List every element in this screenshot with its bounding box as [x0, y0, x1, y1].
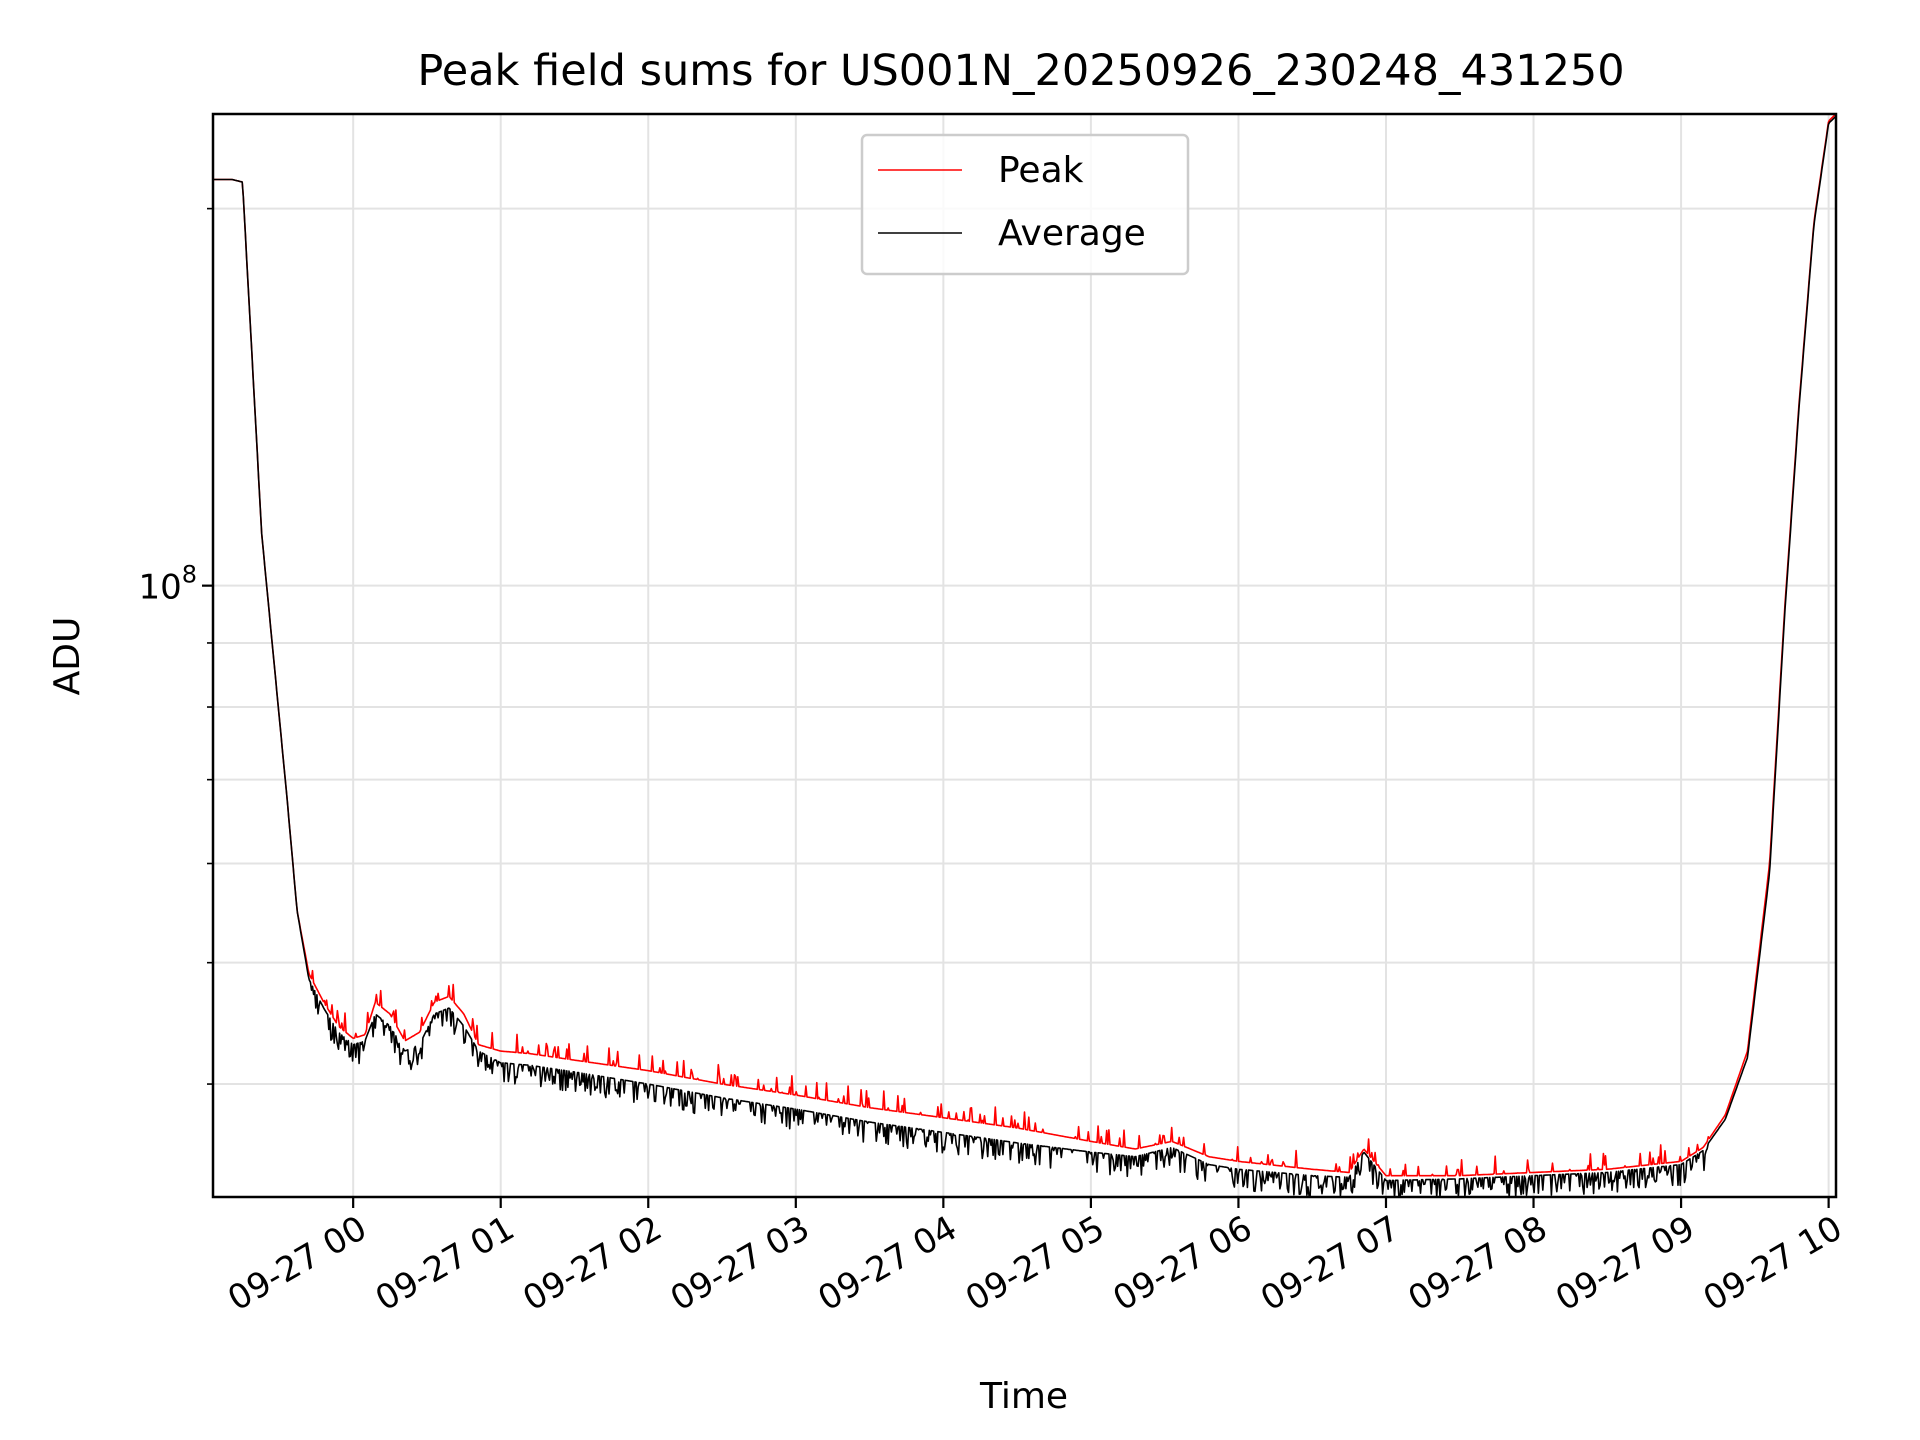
y-tick-label: 108: [138, 561, 197, 608]
series-lines: [213, 113, 1837, 1198]
legend-peak-label: Peak: [998, 150, 1084, 191]
series-line-peak: [213, 113, 1837, 1177]
y-axis-label: ADU: [47, 617, 88, 696]
y-axis-ticks: 108: [138, 207, 213, 1085]
plot-background: [213, 114, 1836, 1197]
plot-area: [211, 112, 1838, 1199]
legend: Peak Average: [860, 133, 1190, 276]
grid: [213, 114, 1836, 1197]
legend-average-label: Average: [998, 213, 1146, 254]
series-line-average: [213, 115, 1837, 1198]
x-axis-label: Time: [979, 1376, 1068, 1417]
chart-title: Peak field sums for US001N_20250926_2302…: [417, 46, 1624, 96]
plot-frame: [211, 112, 1838, 1199]
